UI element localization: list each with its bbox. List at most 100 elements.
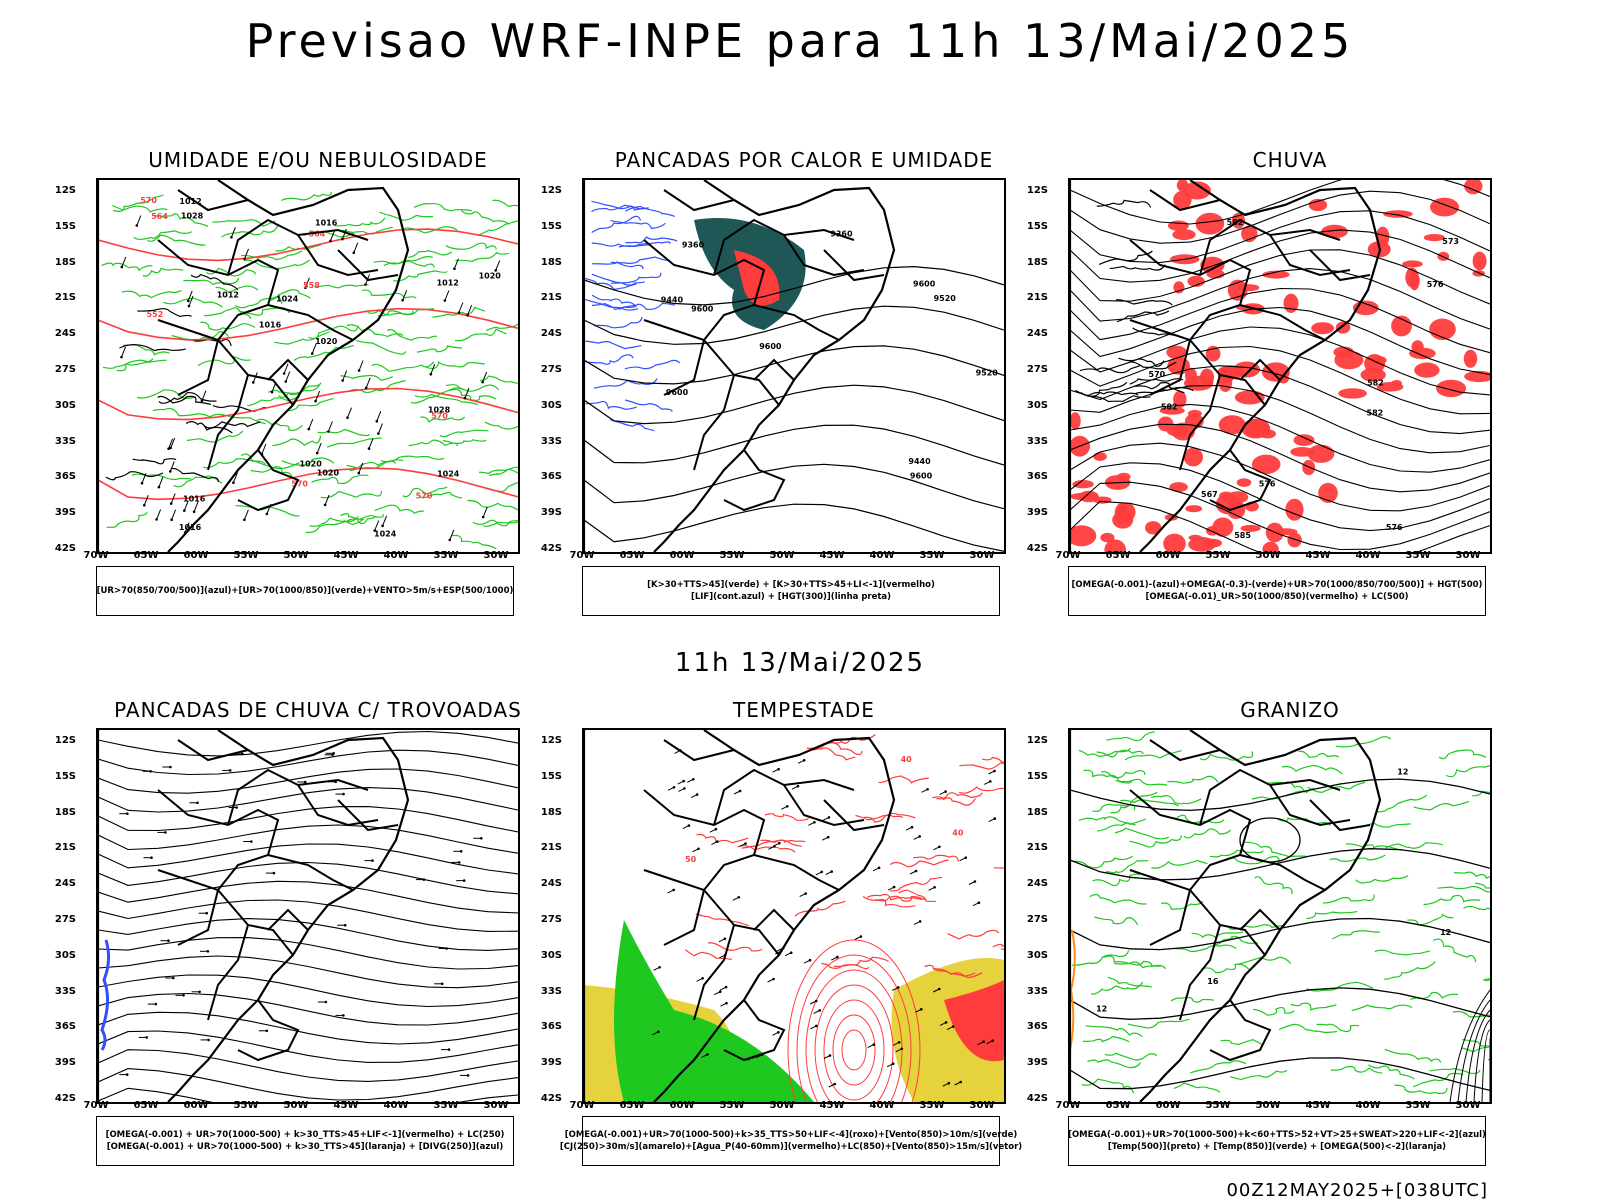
vector-head xyxy=(145,1036,148,1039)
y-tick-label: 30S xyxy=(55,400,76,411)
contour-line xyxy=(592,216,641,232)
contour-label: 16 xyxy=(1207,977,1219,986)
wind-vector xyxy=(286,372,290,382)
wind-vector xyxy=(172,510,176,520)
vector-head xyxy=(235,806,238,809)
wind-vector xyxy=(459,303,463,313)
vector-head xyxy=(205,912,208,915)
shaded-area xyxy=(1436,380,1466,397)
vector-head xyxy=(993,770,996,773)
contour-line xyxy=(309,518,364,526)
contour-line xyxy=(119,345,185,351)
contour-line xyxy=(1106,861,1148,873)
legend-line: [OMEGA(-0.01)_UR>50(1000/850)(vermelho) … xyxy=(1145,591,1408,603)
wind-vector xyxy=(262,444,266,454)
shaded-area xyxy=(1464,350,1477,368)
legend-line: [Temp(500)](preto) + [Temp(850)](verde) … xyxy=(1108,1141,1446,1153)
contour-line xyxy=(1308,783,1365,793)
contour-line xyxy=(625,360,680,368)
contour-line xyxy=(375,505,424,513)
y-tick-label: 27S xyxy=(1027,914,1048,925)
contour-line xyxy=(994,864,1004,869)
contour-line xyxy=(1394,1085,1447,1093)
vector-head xyxy=(331,754,334,757)
vector-head xyxy=(480,837,483,840)
contour-line xyxy=(294,345,354,360)
vector-head xyxy=(682,780,685,783)
vector-head xyxy=(790,951,793,954)
contour-line xyxy=(594,317,643,328)
contour-line xyxy=(98,1012,518,1044)
vector-head xyxy=(672,889,675,892)
contour-line xyxy=(98,863,518,894)
contour-label: 564 xyxy=(151,212,168,221)
contour-line xyxy=(1356,876,1409,883)
vector-head xyxy=(830,870,833,873)
wind-vector xyxy=(483,507,487,517)
contour-line xyxy=(584,425,1004,465)
wind-vector xyxy=(369,439,373,449)
shaded-area xyxy=(1070,525,1096,546)
vector-head xyxy=(243,518,246,521)
country-border xyxy=(754,855,839,890)
contour-line xyxy=(738,846,796,853)
wind-vector xyxy=(431,364,435,374)
contour-line xyxy=(585,299,638,310)
x-tick-label: 55W xyxy=(720,550,745,561)
run-info-footer: 00Z12MAY2025+[038UTC] xyxy=(1226,1180,1488,1201)
contour-label: 12 xyxy=(1440,928,1451,937)
y-tick-label: 39S xyxy=(55,1057,76,1068)
x-tick-label: 40W xyxy=(870,1100,895,1111)
wind-vector xyxy=(328,422,332,432)
contour-line xyxy=(499,479,519,492)
vector-head xyxy=(308,428,311,431)
contour-line xyxy=(1230,1070,1287,1079)
contour-line xyxy=(1307,911,1358,918)
contour-line xyxy=(584,306,1004,344)
vector-head xyxy=(158,486,161,489)
contour-line xyxy=(452,535,496,548)
x-tick-label: 65W xyxy=(620,1100,645,1111)
wind-vector xyxy=(378,424,382,434)
vector-head xyxy=(467,1074,470,1077)
contour-line xyxy=(1105,1053,1157,1060)
vector-head xyxy=(948,1082,951,1085)
x-tick-label: 65W xyxy=(134,1100,159,1111)
legend-line: [OMEGA(-0.001)+UR>70(1000-500)+k>35_TTS>… xyxy=(565,1129,1018,1141)
vector-head xyxy=(346,416,349,419)
y-tick-label: 30S xyxy=(1027,400,1048,411)
panel-title: CHUVA xyxy=(1050,148,1530,172)
y-tick-label: 24S xyxy=(541,878,562,889)
contour-line xyxy=(417,346,462,352)
shaded-area xyxy=(1166,346,1187,359)
contour-line xyxy=(98,825,518,853)
vector-head xyxy=(815,1025,818,1028)
contour-line xyxy=(153,408,210,417)
x-tick-label: 70W xyxy=(84,550,109,561)
vector-head xyxy=(911,826,914,829)
y-tick-label: 42S xyxy=(541,1093,562,1104)
contour-label: 1020 xyxy=(300,459,323,468)
contour-label: 558 xyxy=(303,281,320,290)
contour-line xyxy=(1110,265,1165,270)
contour-line xyxy=(1279,1024,1337,1032)
shaded-area xyxy=(1252,455,1281,474)
wind-vector xyxy=(309,419,313,429)
contour-label: 570 xyxy=(1149,370,1166,379)
vector-head xyxy=(952,1025,955,1028)
y-tick-label: 33S xyxy=(1027,986,1048,997)
x-tick-label: 55W xyxy=(1206,1100,1231,1111)
vector-head xyxy=(120,356,123,359)
contour-line xyxy=(1087,1060,1140,1068)
contour-line xyxy=(318,430,369,436)
vector-head xyxy=(827,836,830,839)
contour-line xyxy=(1175,945,1236,951)
contour-line xyxy=(890,860,948,867)
contour-label: 1028 xyxy=(181,212,204,221)
vector-head xyxy=(744,842,747,845)
